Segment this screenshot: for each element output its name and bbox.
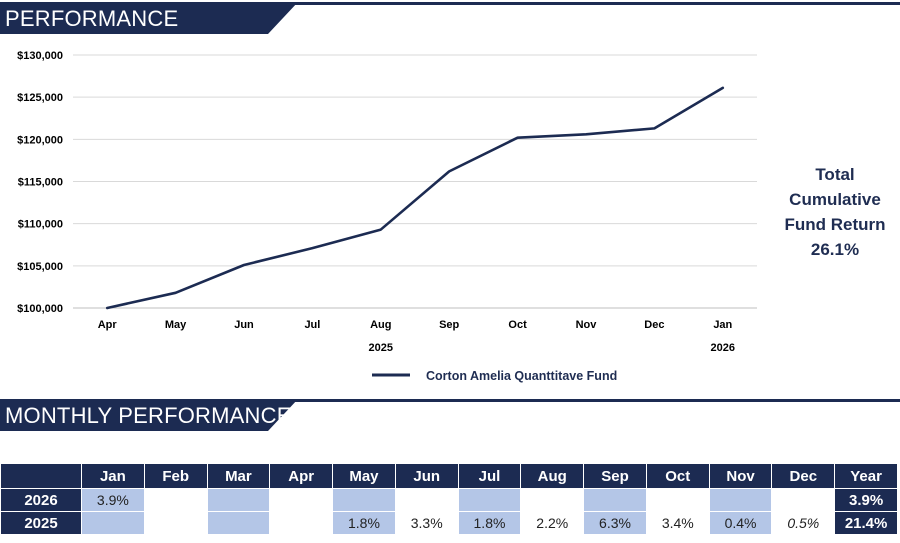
month-return-cell xyxy=(458,489,521,511)
x-tick-label: Oct xyxy=(508,319,527,331)
x-tick-label: Dec xyxy=(644,319,664,331)
x-tick-label: Sep xyxy=(439,319,459,331)
header-corner xyxy=(1,464,81,488)
month-return-cell xyxy=(772,489,834,511)
month-return-cell xyxy=(207,512,270,534)
month-return-cell xyxy=(207,489,270,511)
y-tick-label: $100,000 xyxy=(17,303,63,315)
year-total-cell: 21.4% xyxy=(835,512,897,534)
table-row: 2025 1.8% 3.3% 1.8% 2.2% 6.3% 3.4% 0.4% 0.5% 21.4… xyxy=(1,512,897,534)
month-return-cell: 3.4% xyxy=(661,515,694,531)
column-header: Feb xyxy=(144,464,207,488)
month-return-cell xyxy=(270,489,332,511)
monthly-title: MONTHLY PERFORMANCE xyxy=(5,403,292,428)
column-header: Apr xyxy=(270,464,333,488)
month-return-cell: 2.2% xyxy=(536,515,569,531)
column-header: Year xyxy=(835,464,897,488)
y-tick-label: $115,000 xyxy=(18,177,63,189)
x-tick-label: Aug xyxy=(370,319,391,331)
summary-value: 26.1% xyxy=(810,240,860,259)
row-year-label: 2026 xyxy=(1,489,81,511)
column-header: Sep xyxy=(584,464,646,488)
month-return-cell: 3.3% xyxy=(410,515,443,531)
y-tick-label: $120,000 xyxy=(17,134,63,146)
year-total-cell: 3.9% xyxy=(835,489,897,511)
x-year-label: 2025 xyxy=(369,342,393,354)
column-header: Dec xyxy=(772,464,835,488)
table-row: 2026 3.9% 3.9% xyxy=(1,489,897,511)
month-return-cell: 0.5% xyxy=(787,515,820,531)
legend-label: Corton Amelia Quanttitave Fund xyxy=(426,369,617,383)
column-header: Mar xyxy=(207,464,270,488)
y-tick-label: $110,000 xyxy=(18,219,63,231)
performance-line-chart: $100,000 $105,000 $110,000 $115,000 $120,000… xyxy=(17,50,757,383)
column-header: Aug xyxy=(521,464,584,488)
month-return-cell: 0.4% xyxy=(709,512,772,534)
summary-line-1: Total xyxy=(815,165,855,184)
month-return-cell xyxy=(709,489,772,511)
month-return-cell xyxy=(584,489,646,511)
x-tick-label: Jun xyxy=(234,319,254,331)
y-tick-label: $130,000 xyxy=(17,50,63,62)
column-header: Nov xyxy=(709,464,772,488)
row-year-label: 2025 xyxy=(1,512,81,534)
series-line xyxy=(105,86,725,310)
month-return-cell xyxy=(145,512,207,534)
month-return-cell: 3.9% xyxy=(82,489,144,511)
month-return-cell: 1.8% xyxy=(458,512,521,534)
summary-line-3: Fund Return xyxy=(784,215,886,234)
month-return-cell xyxy=(82,512,144,534)
x-tick-label: May xyxy=(165,319,187,331)
column-header: May xyxy=(333,464,395,488)
monthly-performance-table: Jan Feb Mar Apr May Jun Jul Aug Sep Oct Nov Dec Year… xyxy=(0,463,898,535)
y-tick-label: $105,000 xyxy=(17,261,63,273)
performance-title: PERFORMANCE xyxy=(5,6,179,31)
column-header: Oct xyxy=(646,464,709,488)
month-return-cell xyxy=(270,512,332,534)
table-header-row: Jan Feb Mar Apr May Jun Jul Aug Sep Oct Nov Dec Year xyxy=(1,464,897,488)
summary-line-2: Cumulative xyxy=(789,190,881,209)
month-return-cell xyxy=(396,489,458,511)
x-tick-label: Jul xyxy=(304,319,320,331)
month-return-cell xyxy=(521,489,583,511)
month-return-cell xyxy=(145,489,207,511)
month-return-cell xyxy=(647,489,709,511)
x-tick-label: Jan xyxy=(713,319,732,331)
x-tick-label: Apr xyxy=(98,319,118,331)
month-return-cell xyxy=(333,489,395,511)
x-tick-label: Nov xyxy=(576,319,598,331)
y-tick-label: $125,000 xyxy=(17,92,63,104)
cumulative-return-summary: Total Cumulative Fund Return 26.1% xyxy=(775,162,895,262)
column-header: Jul xyxy=(458,464,521,488)
column-header: Jan xyxy=(82,464,144,488)
column-header: Jun xyxy=(395,464,458,488)
month-return-cell: 1.8% xyxy=(333,512,395,534)
month-return-cell: 6.3% xyxy=(584,512,646,534)
x-year-label: 2026 xyxy=(711,342,735,354)
